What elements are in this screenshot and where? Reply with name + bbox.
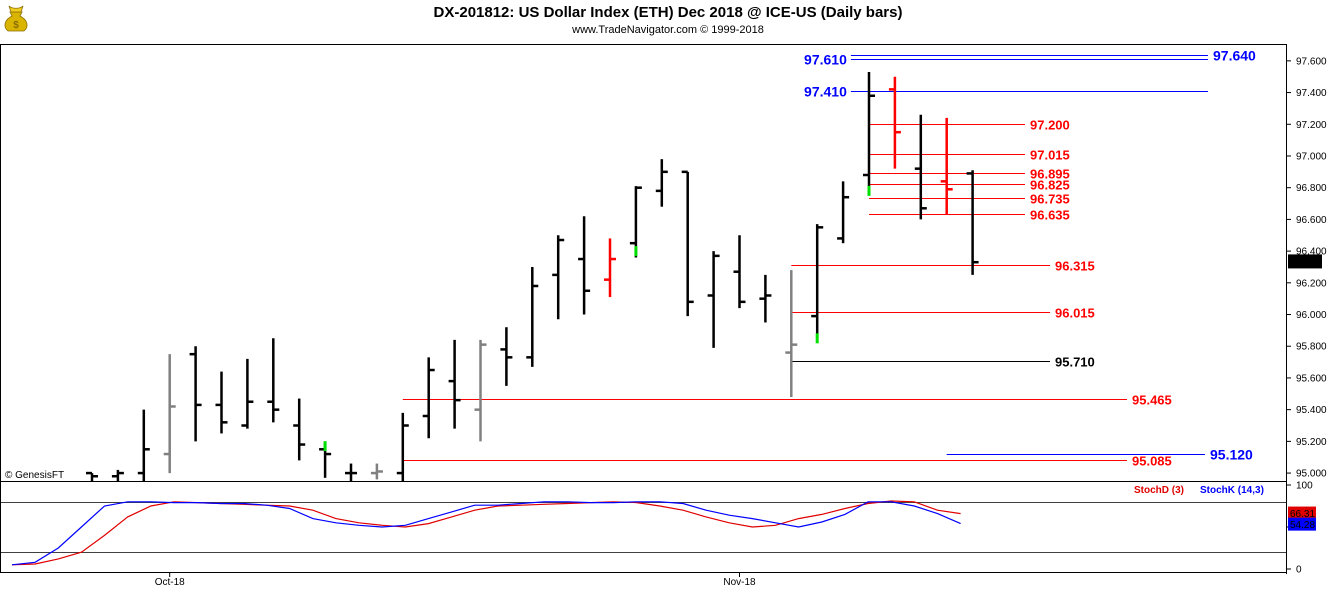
level-label: 97.200 xyxy=(1030,118,1070,133)
price-bar xyxy=(241,358,254,429)
last-price-label: 96.335 xyxy=(1290,257,1321,268)
stoch-tick-label: 100 xyxy=(1296,481,1313,492)
price-tick-label: 96.200 xyxy=(1296,278,1327,289)
price-bar xyxy=(448,339,461,429)
level-label: 95.710 xyxy=(1055,355,1095,370)
stochastic-lines xyxy=(1,500,1286,566)
price-bar xyxy=(914,114,927,220)
level-label: 97.015 xyxy=(1030,148,1070,163)
price-bar xyxy=(319,441,332,478)
price-bar xyxy=(189,346,202,442)
price-bar xyxy=(604,238,616,298)
price-bar xyxy=(370,463,383,480)
watermark: © GenesisFT xyxy=(5,470,64,481)
price-bar xyxy=(215,371,228,434)
level-label: 96.015 xyxy=(1055,306,1095,321)
date-tick-label: Oct-18 xyxy=(155,577,185,588)
price-axis: 97.600 97.400 97.200 97.000 96.800 96.600 96.4… xyxy=(1286,56,1327,480)
stoch-k-last-box xyxy=(1288,517,1316,531)
price-bar xyxy=(111,469,124,481)
price-tick-label: 97.400 xyxy=(1296,88,1327,99)
price-bar xyxy=(293,398,306,461)
price-tick-label: 97.200 xyxy=(1296,120,1327,131)
price-tick-label: 97.600 xyxy=(1296,56,1327,67)
price-bar xyxy=(837,181,850,244)
price-bar xyxy=(163,354,176,474)
price-tick-label: 96.800 xyxy=(1296,183,1327,194)
price-bar xyxy=(707,251,720,348)
price-bar xyxy=(474,339,487,442)
money-bag-icon: $ xyxy=(4,5,28,32)
legend-stoch-k: StochK (14,3) xyxy=(1200,485,1264,496)
stoch-tick-label: 0 xyxy=(1296,565,1302,576)
price-bar xyxy=(137,409,150,481)
price-bar xyxy=(552,235,565,320)
stoch-d-last-box xyxy=(1288,506,1316,520)
price-bars xyxy=(86,71,979,481)
last-price-box xyxy=(1288,254,1322,269)
chart-title: DX-201812: US Dollar Index (ETH) Dec 201… xyxy=(434,4,903,21)
price-bar xyxy=(345,463,357,481)
price-bar xyxy=(681,170,694,317)
price-tick-label: 96.000 xyxy=(1296,310,1327,321)
stoch-series-line xyxy=(11,501,961,566)
price-bar xyxy=(863,71,875,196)
stoch-panel xyxy=(0,481,1287,573)
price-bar xyxy=(86,471,98,481)
svg-text:$: $ xyxy=(13,20,19,31)
price-tick-label: 95.200 xyxy=(1296,437,1327,448)
stoch-d-last-label: 66.31 xyxy=(1290,509,1315,520)
level-label: 97.610 xyxy=(804,52,847,68)
level-label: 97.640 xyxy=(1213,48,1256,64)
price-bar xyxy=(811,224,824,344)
level-label: 95.085 xyxy=(1132,454,1172,469)
price-bar xyxy=(888,76,901,169)
price-tick-label: 95.600 xyxy=(1296,373,1327,384)
stoch-series-line xyxy=(11,500,961,566)
chart-subtitle: www.TradeNavigator.com © 1999-2018 xyxy=(571,24,764,36)
level-label: 95.465 xyxy=(1132,393,1172,408)
price-bar xyxy=(940,117,953,215)
price-bar xyxy=(629,186,642,258)
price-tick-label: 96.400 xyxy=(1296,247,1327,258)
price-bar xyxy=(422,357,435,439)
level-label: 95.120 xyxy=(1210,447,1253,463)
price-tick-label: 95.000 xyxy=(1296,469,1327,480)
date-tick-label: Nov-18 xyxy=(723,577,756,588)
price-bar xyxy=(578,216,591,315)
level-label: 96.635 xyxy=(1030,208,1070,223)
price-tick-label: 95.800 xyxy=(1296,342,1327,353)
price-bar xyxy=(966,170,979,275)
stoch-k-last-label: 54.28 xyxy=(1290,520,1315,531)
level-label: 96.735 xyxy=(1030,192,1070,207)
level-lines: 97.640 97.610 97.410 97.200 97.015 96.89596.8… xyxy=(402,48,1256,469)
price-tick-label: 97.000 xyxy=(1296,151,1327,162)
price-tick-label: 95.400 xyxy=(1296,405,1327,416)
level-label: 96.895 xyxy=(1030,167,1070,182)
legend-stoch-d: StochD (3) xyxy=(1134,485,1184,496)
price-bar xyxy=(267,338,280,423)
level-label: 96.825 xyxy=(1030,178,1070,193)
price-bar xyxy=(785,270,798,397)
price-bar xyxy=(655,159,668,207)
price-bar xyxy=(759,274,772,323)
level-label: 97.410 xyxy=(804,84,847,100)
price-bar xyxy=(500,327,513,386)
price-bar xyxy=(526,266,539,367)
price-tick-label: 96.600 xyxy=(1296,215,1327,226)
date-axis: Oct-18 Nov-18 xyxy=(155,572,756,588)
level-label: 96.315 xyxy=(1055,259,1095,274)
price-bar xyxy=(733,235,746,309)
price-bar xyxy=(396,412,409,481)
